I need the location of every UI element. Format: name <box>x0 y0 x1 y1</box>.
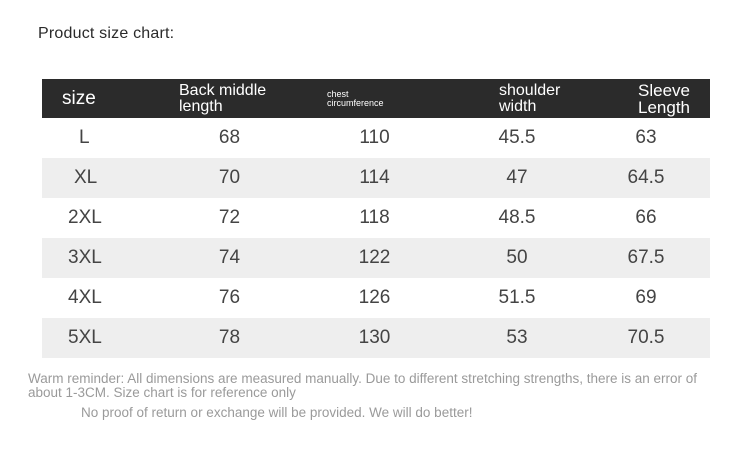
header-shoulder-width: shoulder width <box>452 79 582 118</box>
return-policy-note: No proof of return or exchange will be p… <box>81 405 473 420</box>
cell-back-length: 74 <box>162 238 297 278</box>
header-sleeve-length: Sleeve Length <box>582 79 710 118</box>
header-chest-line-1: chest <box>327 88 349 99</box>
cell-size: 3XL <box>42 238 162 278</box>
cell-sleeve: 69 <box>635 287 657 308</box>
table-row: 4XL 76 126 51.5 69 <box>42 278 710 318</box>
cell-chest: 118 <box>359 207 390 228</box>
cell-sleeve: 64.5 <box>582 158 710 198</box>
header-chest-circumference: chest circumference <box>297 79 452 118</box>
cell-size: 5XL <box>42 318 162 358</box>
header-sleeve-line-1: Sleeve <box>638 80 690 100</box>
cell-back-length: 76 <box>218 287 241 308</box>
cell-size: 2XL <box>68 207 102 228</box>
cell-back-length: 72 <box>218 207 241 228</box>
cell-size: 4XL <box>68 287 102 308</box>
header-chest-line-2: circumference <box>327 97 384 108</box>
header-size: size <box>42 79 162 118</box>
cell-sleeve: 63 <box>635 127 657 148</box>
table-row: 5XL 78 130 53 70.5 <box>42 318 710 358</box>
cell-chest: 114 <box>297 158 452 198</box>
header-shoulder-line-1: shoulder <box>499 81 561 99</box>
cell-shoulder: 51.5 <box>498 287 536 308</box>
cell-sleeve: 70.5 <box>582 318 710 358</box>
header-sleeve-line-2: Length <box>638 97 690 117</box>
cell-back-length: 68 <box>218 127 241 148</box>
cell-chest: 122 <box>297 238 452 278</box>
cell-chest: 110 <box>359 127 390 148</box>
cell-size: L <box>79 127 90 148</box>
warm-reminder-note: Warm reminder: All dimensions are measur… <box>28 371 698 400</box>
cell-shoulder: 47 <box>452 158 582 198</box>
table-row: 3XL 74 122 50 67.5 <box>42 238 710 278</box>
cell-sleeve: 67.5 <box>582 238 710 278</box>
cell-back-length: 70 <box>162 158 297 198</box>
header-back-line-2: length <box>179 97 223 115</box>
header-back-line-1: Back middle <box>179 81 267 99</box>
cell-size: XL <box>42 158 162 198</box>
cell-shoulder: 53 <box>452 318 582 358</box>
header-shoulder-line-2: width <box>499 97 537 115</box>
cell-shoulder: 48.5 <box>498 207 536 228</box>
cell-back-length: 78 <box>162 318 297 358</box>
size-chart-table: size Back middle length chest circumfere… <box>42 79 710 358</box>
header-back-middle-length: Back middle length <box>162 79 297 118</box>
cell-sleeve: 66 <box>635 207 657 228</box>
cell-shoulder: 50 <box>452 238 582 278</box>
cell-chest: 126 <box>358 287 391 308</box>
table-row: 2XL 72 118 48.5 66 <box>42 198 710 238</box>
table-row: XL 70 114 47 64.5 <box>42 158 710 198</box>
table-header-row: size Back middle length chest circumfere… <box>42 79 710 118</box>
table-row: L 68 110 45.5 63 <box>42 118 710 158</box>
page-title: Product size chart: <box>38 25 175 42</box>
cell-shoulder: 45.5 <box>498 127 536 148</box>
cell-chest: 130 <box>297 318 452 358</box>
